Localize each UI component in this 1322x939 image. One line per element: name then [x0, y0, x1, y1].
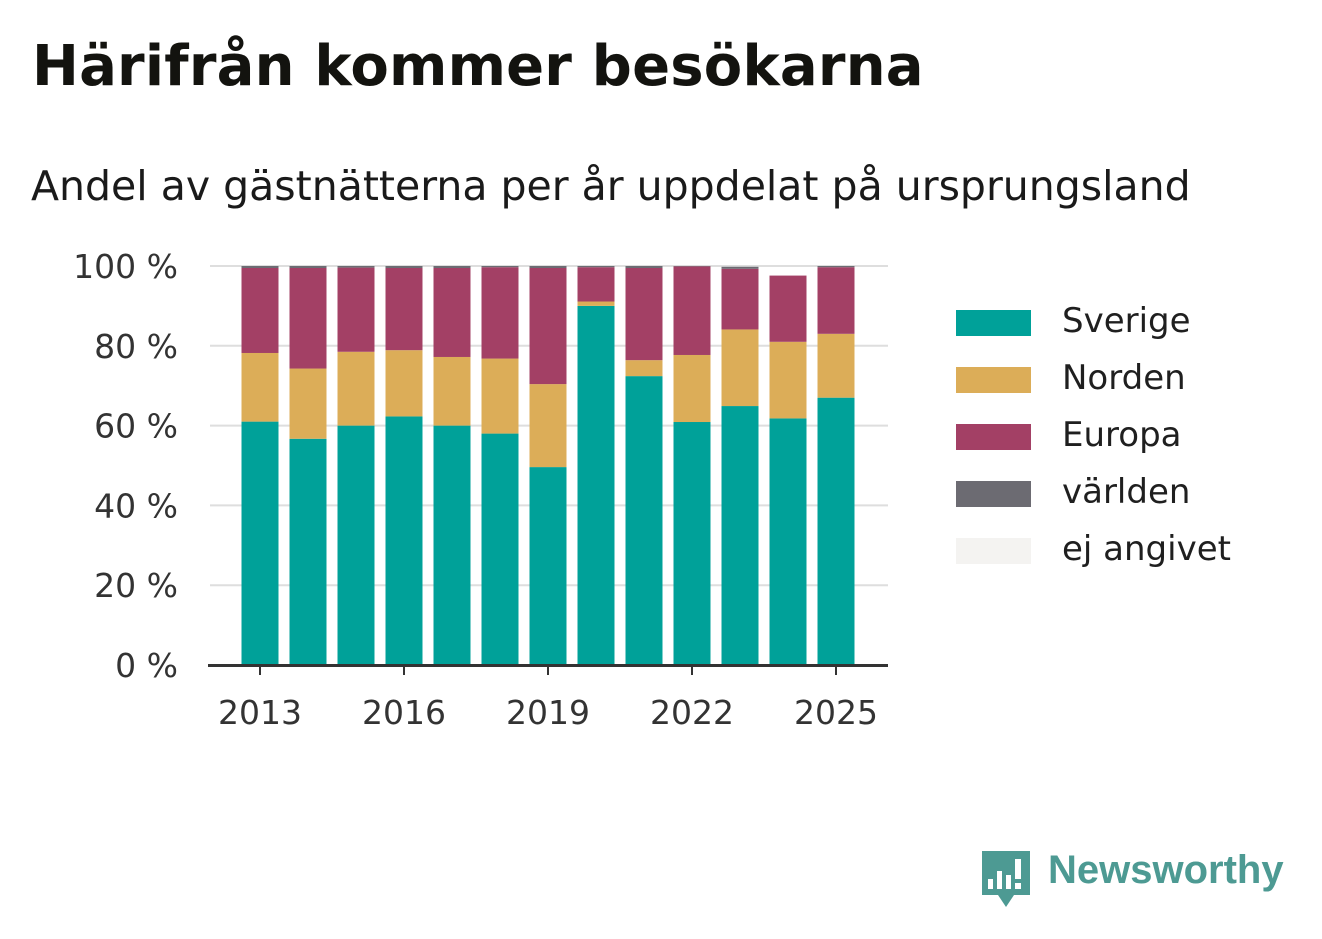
x-tick-label: 2019 — [506, 693, 590, 732]
bar-segment-norden — [529, 384, 567, 468]
bar-segment-sverige — [241, 421, 279, 665]
bar-segment-sverige — [481, 433, 519, 665]
x-tick-label: 2022 — [650, 693, 734, 732]
legend-swatch-varlden — [956, 481, 1031, 507]
y-tick-label: 80 % — [94, 327, 178, 366]
y-tick-label: 100 % — [73, 247, 178, 286]
bar-segment-sverige — [673, 422, 711, 665]
bar-segment-europa — [577, 267, 615, 302]
legend-label-norden: Norden — [1062, 358, 1186, 398]
bar-segment-sverige — [721, 406, 759, 665]
bar-segment-sverige — [433, 425, 471, 665]
bar-segment-europa — [529, 267, 567, 385]
legend-swatch-sverige — [956, 310, 1031, 336]
x-tick-label: 2025 — [794, 693, 878, 732]
bar-segment-sverige — [769, 418, 807, 665]
legend-label-europa: Europa — [1062, 415, 1182, 455]
bar-segment-sverige — [529, 467, 567, 665]
bar-segment-sverige — [289, 438, 327, 665]
legend-swatch-norden — [956, 367, 1031, 393]
bar-segment-norden — [817, 333, 855, 398]
bar-segment-sverige — [337, 425, 375, 665]
newsworthy-logo-icon — [982, 851, 1030, 907]
stacked-bar-chart: 0 % 20 % 40 % 60 % 80 % 100 % 2013 2016 2019 2022… — [73, 247, 888, 732]
x-tick-label: 2013 — [218, 693, 302, 732]
bar-segment-v-rlden — [241, 266, 279, 268]
y-tick-label: 60 % — [94, 407, 178, 446]
bar-segment-v-rlden — [433, 266, 471, 268]
bar-segment-europa — [721, 268, 759, 330]
bar-segment-v-rlden — [385, 266, 423, 268]
bar-segment-norden — [433, 356, 471, 426]
bar-segment-v-rlden — [625, 266, 663, 268]
bar-segment-europa — [481, 267, 519, 359]
bar-segment-v-rlden — [529, 266, 567, 268]
bar-segment-europa — [385, 267, 423, 351]
y-tick-label: 40 % — [94, 486, 178, 525]
bar-segment-v-rlden — [721, 266, 759, 269]
bar-segment-europa — [769, 275, 807, 342]
legend-label-varlden: världen — [1062, 472, 1191, 512]
bar-segment-norden — [481, 358, 519, 434]
legend-swatch-europa — [956, 424, 1031, 450]
legend-swatch-ej-angivet — [956, 538, 1031, 564]
chart-title: Härifrån kommer besökarna — [32, 34, 924, 99]
bar-segment-sverige — [577, 305, 615, 665]
bar-segment-norden — [721, 329, 759, 407]
bar-segment-europa — [817, 267, 855, 334]
bar-segment-v-rlden — [481, 266, 519, 268]
legend-label-sverige: Sverige — [1062, 301, 1191, 341]
bar-segment-norden — [385, 350, 423, 417]
y-tick-label: 20 % — [94, 566, 178, 605]
y-tick-label: 0 % — [115, 646, 178, 685]
bar-segment-v-rlden — [337, 266, 375, 268]
bar-segment-europa — [673, 266, 711, 355]
bar-segment-sverige — [817, 397, 855, 665]
x-tick-label: 2016 — [362, 693, 446, 732]
chart-subtitle: Andel av gästnätterna per år uppdelat på… — [31, 162, 1191, 210]
bar-segment-v-rlden — [817, 266, 855, 268]
bar-segment-norden — [337, 351, 375, 426]
legend-label-ej-angivet: ej angivet — [1062, 529, 1231, 569]
bar-segment-norden — [625, 360, 663, 377]
bar-segment-europa — [625, 267, 663, 361]
bar-segment-v-rlden — [577, 266, 615, 268]
bar-segment-europa — [289, 267, 327, 369]
bar-segment-europa — [241, 267, 279, 353]
bar-segment-sverige — [625, 376, 663, 665]
bar-segment-norden — [769, 341, 807, 419]
bar-segment-sverige — [385, 416, 423, 665]
bar-segment-norden — [289, 368, 327, 439]
bar-segment-norden — [577, 301, 615, 306]
brand-name: Newsworthy — [1048, 848, 1284, 892]
bar-segment-norden — [673, 354, 711, 423]
bar-segment-europa — [433, 267, 471, 357]
bar-segment-v-rlden — [289, 266, 327, 268]
bar-segment-norden — [241, 352, 279, 422]
bar-segment-europa — [337, 267, 375, 352]
